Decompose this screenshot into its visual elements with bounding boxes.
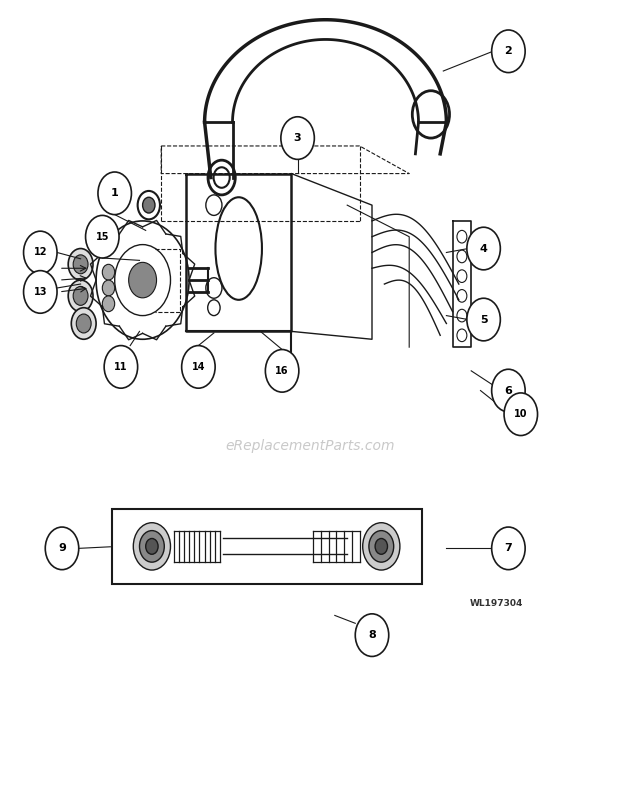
Circle shape — [68, 249, 93, 280]
Circle shape — [492, 527, 525, 570]
Circle shape — [71, 308, 96, 339]
Circle shape — [363, 522, 400, 570]
Text: 2: 2 — [505, 47, 512, 56]
Circle shape — [265, 350, 299, 392]
Text: 15: 15 — [95, 232, 109, 241]
Text: 5: 5 — [480, 315, 487, 324]
Text: 12: 12 — [33, 248, 47, 257]
Text: 14: 14 — [192, 362, 205, 372]
Circle shape — [504, 393, 538, 436]
Circle shape — [24, 231, 57, 274]
Text: 7: 7 — [505, 544, 512, 553]
Circle shape — [146, 539, 158, 554]
Text: 10: 10 — [514, 409, 528, 419]
Circle shape — [143, 197, 155, 213]
Circle shape — [140, 530, 164, 562]
Circle shape — [86, 215, 119, 258]
Text: 16: 16 — [275, 366, 289, 376]
Circle shape — [133, 522, 171, 570]
Text: eReplacementParts.com: eReplacementParts.com — [225, 439, 395, 453]
Circle shape — [355, 614, 389, 656]
Text: 4: 4 — [480, 244, 487, 253]
Circle shape — [73, 286, 88, 305]
Circle shape — [102, 280, 115, 296]
Text: 13: 13 — [33, 287, 47, 297]
Circle shape — [182, 346, 215, 388]
Text: WL197304: WL197304 — [469, 599, 523, 608]
Circle shape — [102, 264, 115, 280]
Circle shape — [492, 30, 525, 73]
Circle shape — [104, 346, 138, 388]
Text: 1: 1 — [111, 189, 118, 198]
Circle shape — [467, 298, 500, 341]
Circle shape — [102, 296, 115, 312]
Text: 3: 3 — [294, 133, 301, 143]
Text: 9: 9 — [58, 544, 66, 553]
Circle shape — [281, 117, 314, 159]
Text: 6: 6 — [505, 386, 512, 395]
Circle shape — [492, 369, 525, 412]
Circle shape — [45, 527, 79, 570]
Circle shape — [73, 255, 88, 274]
Circle shape — [369, 530, 394, 562]
Circle shape — [129, 262, 156, 297]
Circle shape — [68, 280, 93, 312]
Circle shape — [76, 314, 91, 333]
Circle shape — [24, 271, 57, 313]
Text: 8: 8 — [368, 630, 376, 640]
Circle shape — [98, 172, 131, 215]
Circle shape — [467, 227, 500, 270]
Text: 11: 11 — [114, 362, 128, 372]
Circle shape — [375, 539, 388, 554]
